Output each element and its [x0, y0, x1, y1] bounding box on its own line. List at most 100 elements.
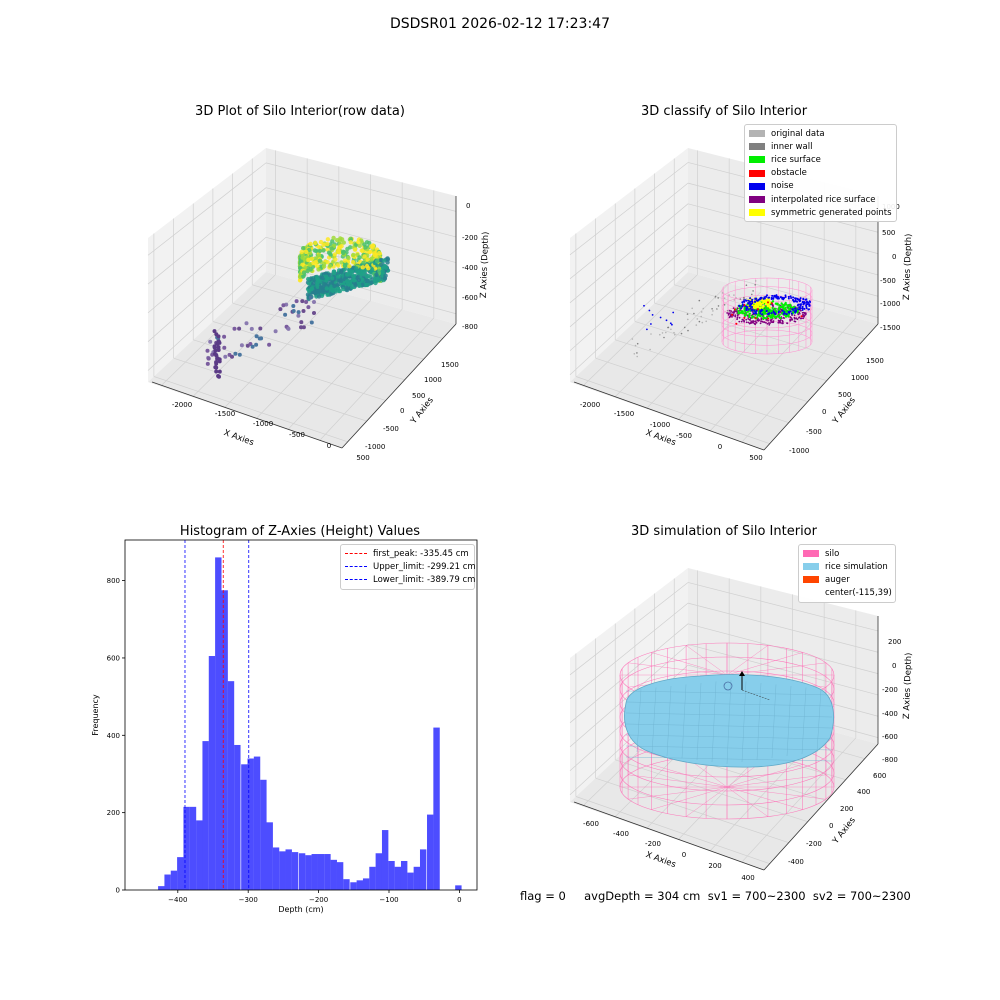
- raw-point: [307, 289, 312, 294]
- cls-interpolated-point: [745, 318, 748, 321]
- raw-point: [318, 284, 324, 290]
- raw-sparse-point: [230, 354, 234, 359]
- raw-point: [374, 272, 379, 277]
- cls-z-tick: 500: [882, 229, 895, 237]
- cls-rice-point: [737, 312, 740, 315]
- cls-noise-point: [797, 308, 800, 311]
- cls-grid-line: [687, 265, 879, 318]
- cls-rice-point: [776, 315, 780, 318]
- raw-sparse-point: [233, 351, 238, 356]
- raw-point: [336, 249, 341, 254]
- sim-z-tick: -600: [882, 733, 898, 741]
- cls-interpolated-point: [786, 322, 789, 325]
- raw-sparse-point: [254, 342, 259, 347]
- cls-symmetric-point: [765, 303, 768, 306]
- cls-x-tick: 500: [749, 454, 762, 462]
- cls-interpolated-point: [730, 310, 733, 312]
- raw-column-point: [217, 359, 222, 364]
- cls-z-tick: -500: [880, 277, 896, 285]
- cls-grid-line: [569, 224, 689, 328]
- cls-interpolated-point: [753, 320, 755, 323]
- cls-noise-point: [751, 308, 754, 311]
- raw-plot-title: 3D Plot of Silo Interior(row data): [195, 104, 405, 119]
- raw-grid-line: [147, 261, 267, 371]
- cls-interpolated-point: [793, 314, 796, 317]
- cls-interpolated-point: [767, 319, 769, 322]
- raw-point: [344, 279, 350, 284]
- cls-y-tick: -1000: [789, 447, 809, 455]
- raw-point: [355, 275, 360, 280]
- cls-grid-line: [614, 283, 730, 397]
- cls-noise-point: [799, 297, 802, 300]
- legend-item: center(-115,39): [803, 587, 892, 600]
- raw-z-tick: -200: [462, 234, 478, 242]
- sim-y-tick: 400: [857, 788, 870, 796]
- raw-sparse-point: [291, 309, 296, 313]
- raw-point: [315, 276, 320, 281]
- raw-floor-pane: [148, 272, 456, 448]
- cls-grid-line: [569, 244, 689, 352]
- raw-point: [354, 266, 359, 271]
- raw-point: [328, 284, 334, 289]
- raw-x-tick: -1000: [253, 420, 273, 428]
- cls-x-tick: -1500: [614, 410, 634, 418]
- cls-noise-point: [783, 311, 786, 313]
- legend-swatch: [803, 550, 819, 558]
- cls-x-axis: [573, 381, 765, 451]
- cls-interpolated-point: [760, 318, 763, 321]
- raw-sparse-point: [222, 334, 227, 339]
- raw-point: [356, 239, 361, 245]
- cls-x-tick: -500: [676, 432, 692, 440]
- raw-point: [364, 282, 369, 288]
- raw-point: [324, 286, 329, 291]
- cls-rice-point: [763, 316, 766, 319]
- cls-rice-point: [784, 301, 787, 304]
- cls-symmetric-point: [760, 299, 764, 302]
- raw-grid-line: [212, 321, 405, 381]
- legend-item: rice simulation: [803, 560, 891, 573]
- raw-column-point: [213, 348, 218, 353]
- raw-point: [329, 246, 334, 251]
- raw-point: [347, 267, 352, 273]
- cls-rice-point: [748, 312, 752, 315]
- cls-symmetric-point: [759, 304, 762, 307]
- raw-point: [339, 278, 344, 283]
- raw-point: [342, 263, 348, 268]
- cls-rice-point: [779, 316, 782, 320]
- raw-point: [308, 267, 313, 272]
- raw-column-point: [212, 345, 217, 350]
- raw-sparse-point: [205, 348, 210, 353]
- raw-grid-line: [173, 357, 367, 422]
- cls-y-tick: 1500: [866, 357, 884, 365]
- raw-point: [312, 248, 317, 253]
- raw-sparse-point: [250, 344, 255, 349]
- legend-swatch: [803, 576, 819, 584]
- raw-point: [377, 251, 382, 256]
- raw-point: [307, 262, 312, 267]
- cls-interpolated-point: [781, 319, 784, 322]
- cls-interpolated-point: [754, 320, 757, 323]
- raw-point: [305, 268, 310, 274]
- raw-x-tick: -500: [289, 431, 305, 439]
- simulation-legend: silo rice simulation auger center(-115,39): [798, 544, 896, 603]
- cls-rice-point: [771, 306, 774, 310]
- cls-interpolated-point: [736, 318, 738, 321]
- raw-point: [361, 260, 366, 266]
- sim-x-label: X Axies: [644, 850, 677, 870]
- cls-noise-point: [761, 313, 764, 316]
- raw-point: [299, 249, 304, 255]
- raw-z-tick: 0: [466, 202, 470, 210]
- figure-title: DSDSR01 2026-02-12 17:23:47: [389, 16, 610, 32]
- sim-z-tick: 0: [892, 662, 896, 670]
- raw-point: [300, 255, 305, 260]
- cls-rice-point: [787, 315, 790, 318]
- raw-point: [336, 282, 341, 287]
- cls-grid-line: [687, 203, 879, 254]
- raw-point: [306, 257, 311, 263]
- raw-point: [317, 245, 322, 250]
- cls-rice-point: [783, 304, 786, 307]
- cls-rice-point: [737, 310, 740, 313]
- sim-x-tick: -400: [613, 830, 629, 838]
- cls-grid-line: [654, 302, 846, 361]
- raw-point: [371, 244, 376, 249]
